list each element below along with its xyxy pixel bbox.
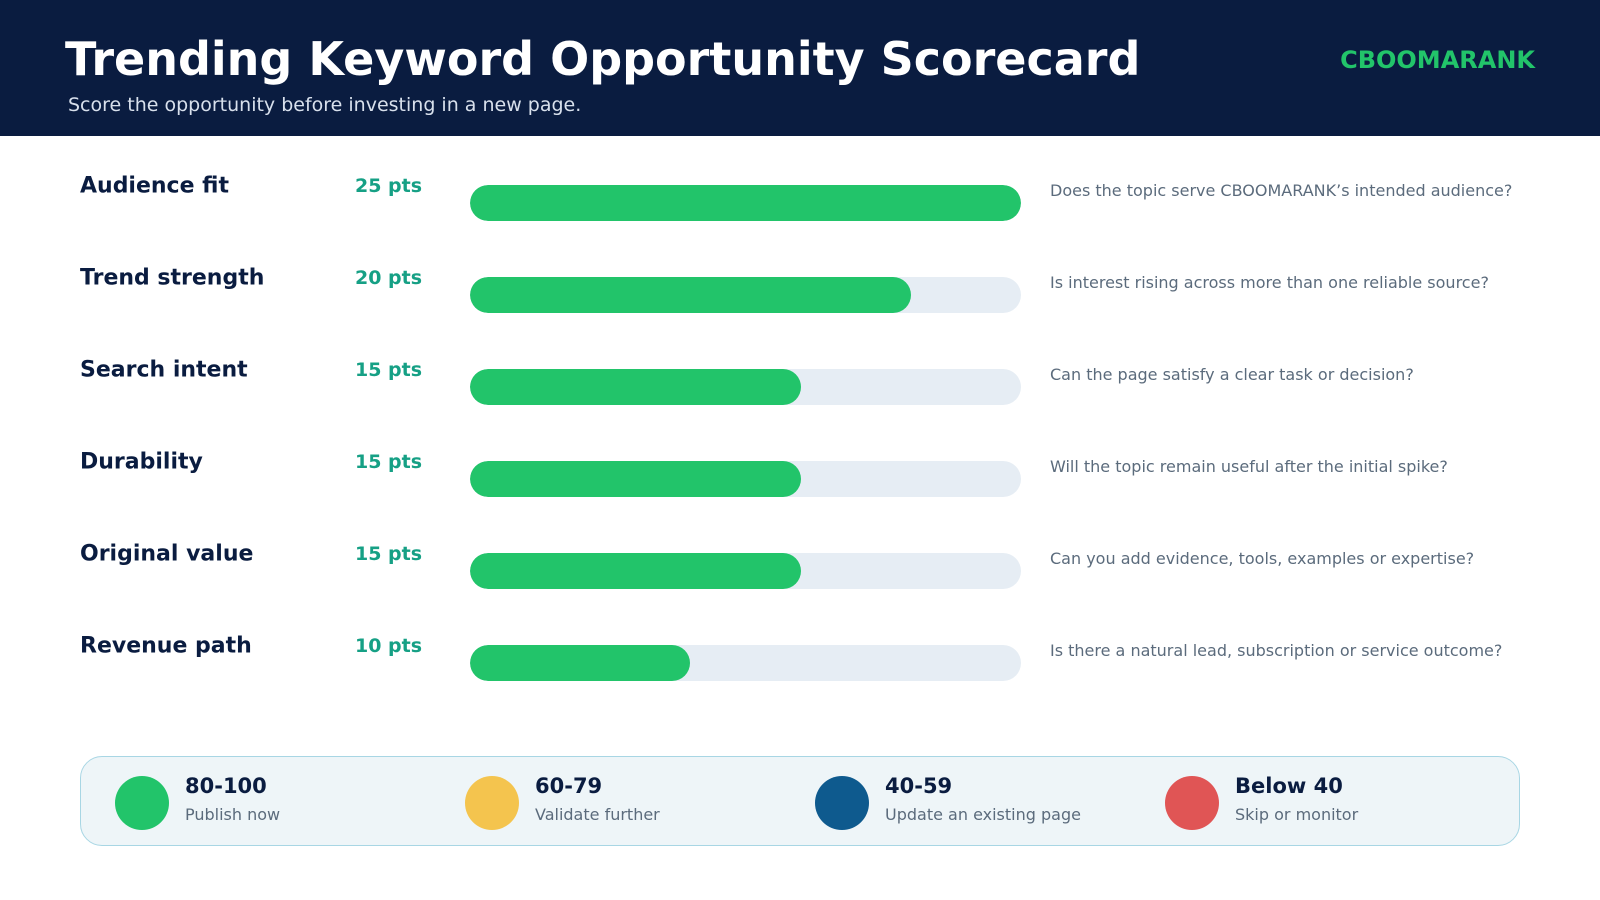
criterion-description: Will the topic remain useful after the i… [1050,457,1448,476]
criterion-points: 25 pts [355,175,423,197]
criterion-label: Trend strength [80,265,265,291]
criterion-points: 20 pts [355,267,423,289]
header-banner: Trending Keyword Opportunity Scorecard S… [0,0,1600,136]
bar-fill [470,645,690,681]
score-row: Original value 15 pts Can you add evidence… [0,504,1600,596]
legend-range: Below 40 [1235,774,1343,798]
criterion-label: Original value [80,541,254,567]
criterion-description: Can the page satisfy a clear task or dec… [1050,365,1414,384]
legend-color-dot [465,776,519,830]
score-row: Audience fit 25 pts Does the topic serve C… [0,136,1600,228]
bar-track [470,645,1021,681]
criterion-points: 15 pts [355,543,423,565]
legend-item: 40-59 Update an existing page [781,757,1121,847]
legend-range: 80-100 [185,774,267,798]
score-row: Trend strength 20 pts Is interest rising a… [0,228,1600,320]
criterion-description: Is there a natural lead, subscription or… [1050,641,1503,660]
criterion-points: 15 pts [355,451,423,473]
score-row: Durability 15 pts Will the topic remain us… [0,412,1600,504]
bar-fill [470,553,801,589]
criterion-description: Can you add evidence, tools, examples or… [1050,549,1475,568]
criterion-label: Search intent [80,357,248,383]
bar-fill [470,461,801,497]
criterion-points: 10 pts [355,635,423,657]
score-row: Revenue path 10 pts Is there a natural lea… [0,596,1600,688]
score-legend: 80-100 Publish now 60-79 Validate further 40… [80,756,1520,846]
page-subtitle: Score the opportunity before investing i… [68,94,582,116]
bar-fill [470,185,1021,221]
page-title: Trending Keyword Opportunity Scorecard [65,32,1141,86]
legend-color-dot [1165,776,1219,830]
legend-action: Update an existing page [885,805,1081,824]
legend-action: Skip or monitor [1235,805,1359,824]
bar-track [470,277,1021,313]
criterion-description: Does the topic serve CBOOMARANK’s intend… [1050,181,1513,200]
legend-color-dot [115,776,169,830]
bar-fill [470,277,911,313]
legend-range: 60-79 [535,774,603,798]
legend-item: 80-100 Publish now [81,757,421,847]
criterion-label: Audience fit [80,173,230,199]
criterion-label: Durability [80,449,203,475]
legend-item: 60-79 Validate further [431,757,771,847]
bar-track [470,553,1021,589]
legend-range: 40-59 [885,774,953,798]
criterion-description: Is interest rising across more than one … [1050,273,1489,292]
legend-action: Validate further [535,805,660,824]
criterion-label: Revenue path [80,633,252,659]
legend-item: Below 40 Skip or monitor [1131,757,1471,847]
legend-color-dot [815,776,869,830]
brand-logo-text: CBOOMARANK [1340,46,1535,74]
legend-action: Publish now [185,805,281,824]
score-row: Search intent 15 pts Can the page satisfy … [0,320,1600,412]
bar-track [470,461,1021,497]
bar-track [470,185,1021,221]
bar-fill [470,369,801,405]
bar-track [470,369,1021,405]
criterion-points: 15 pts [355,359,423,381]
